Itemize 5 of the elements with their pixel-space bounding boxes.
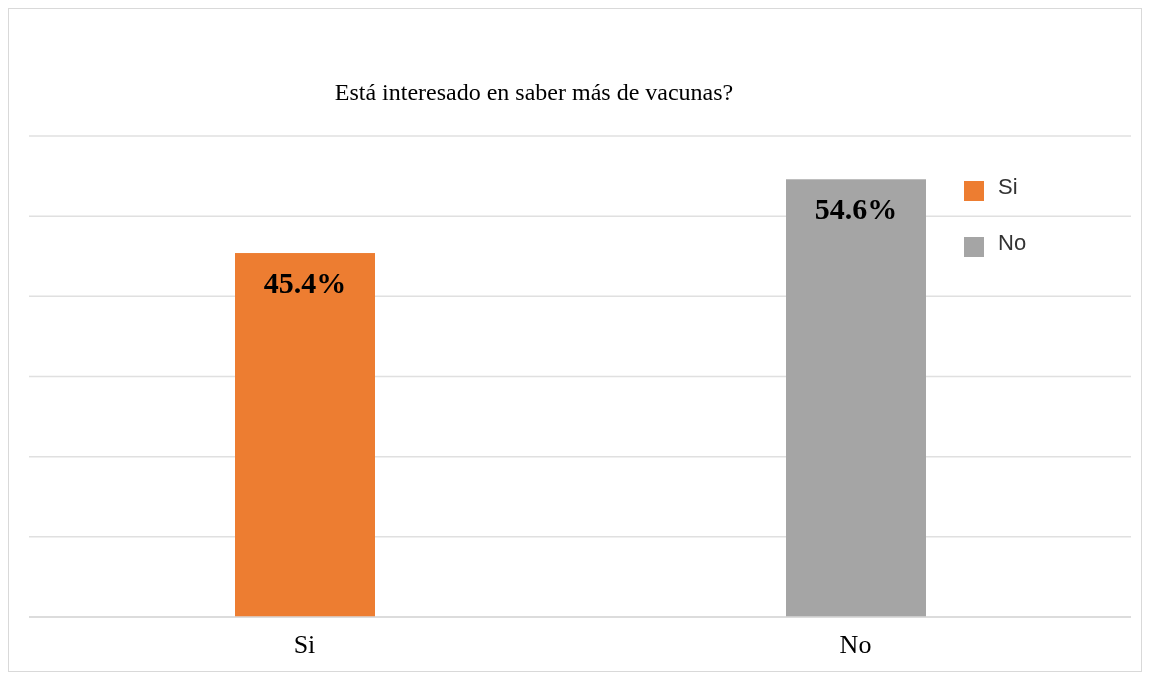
- data-label: 54.6%: [814, 192, 898, 226]
- legend-label: Si: [998, 174, 1018, 200]
- legend-label: No: [998, 230, 1027, 256]
- data-label: 45.4%: [263, 266, 347, 300]
- chart-title: Está interesado en saber más de vacunas?: [333, 79, 735, 106]
